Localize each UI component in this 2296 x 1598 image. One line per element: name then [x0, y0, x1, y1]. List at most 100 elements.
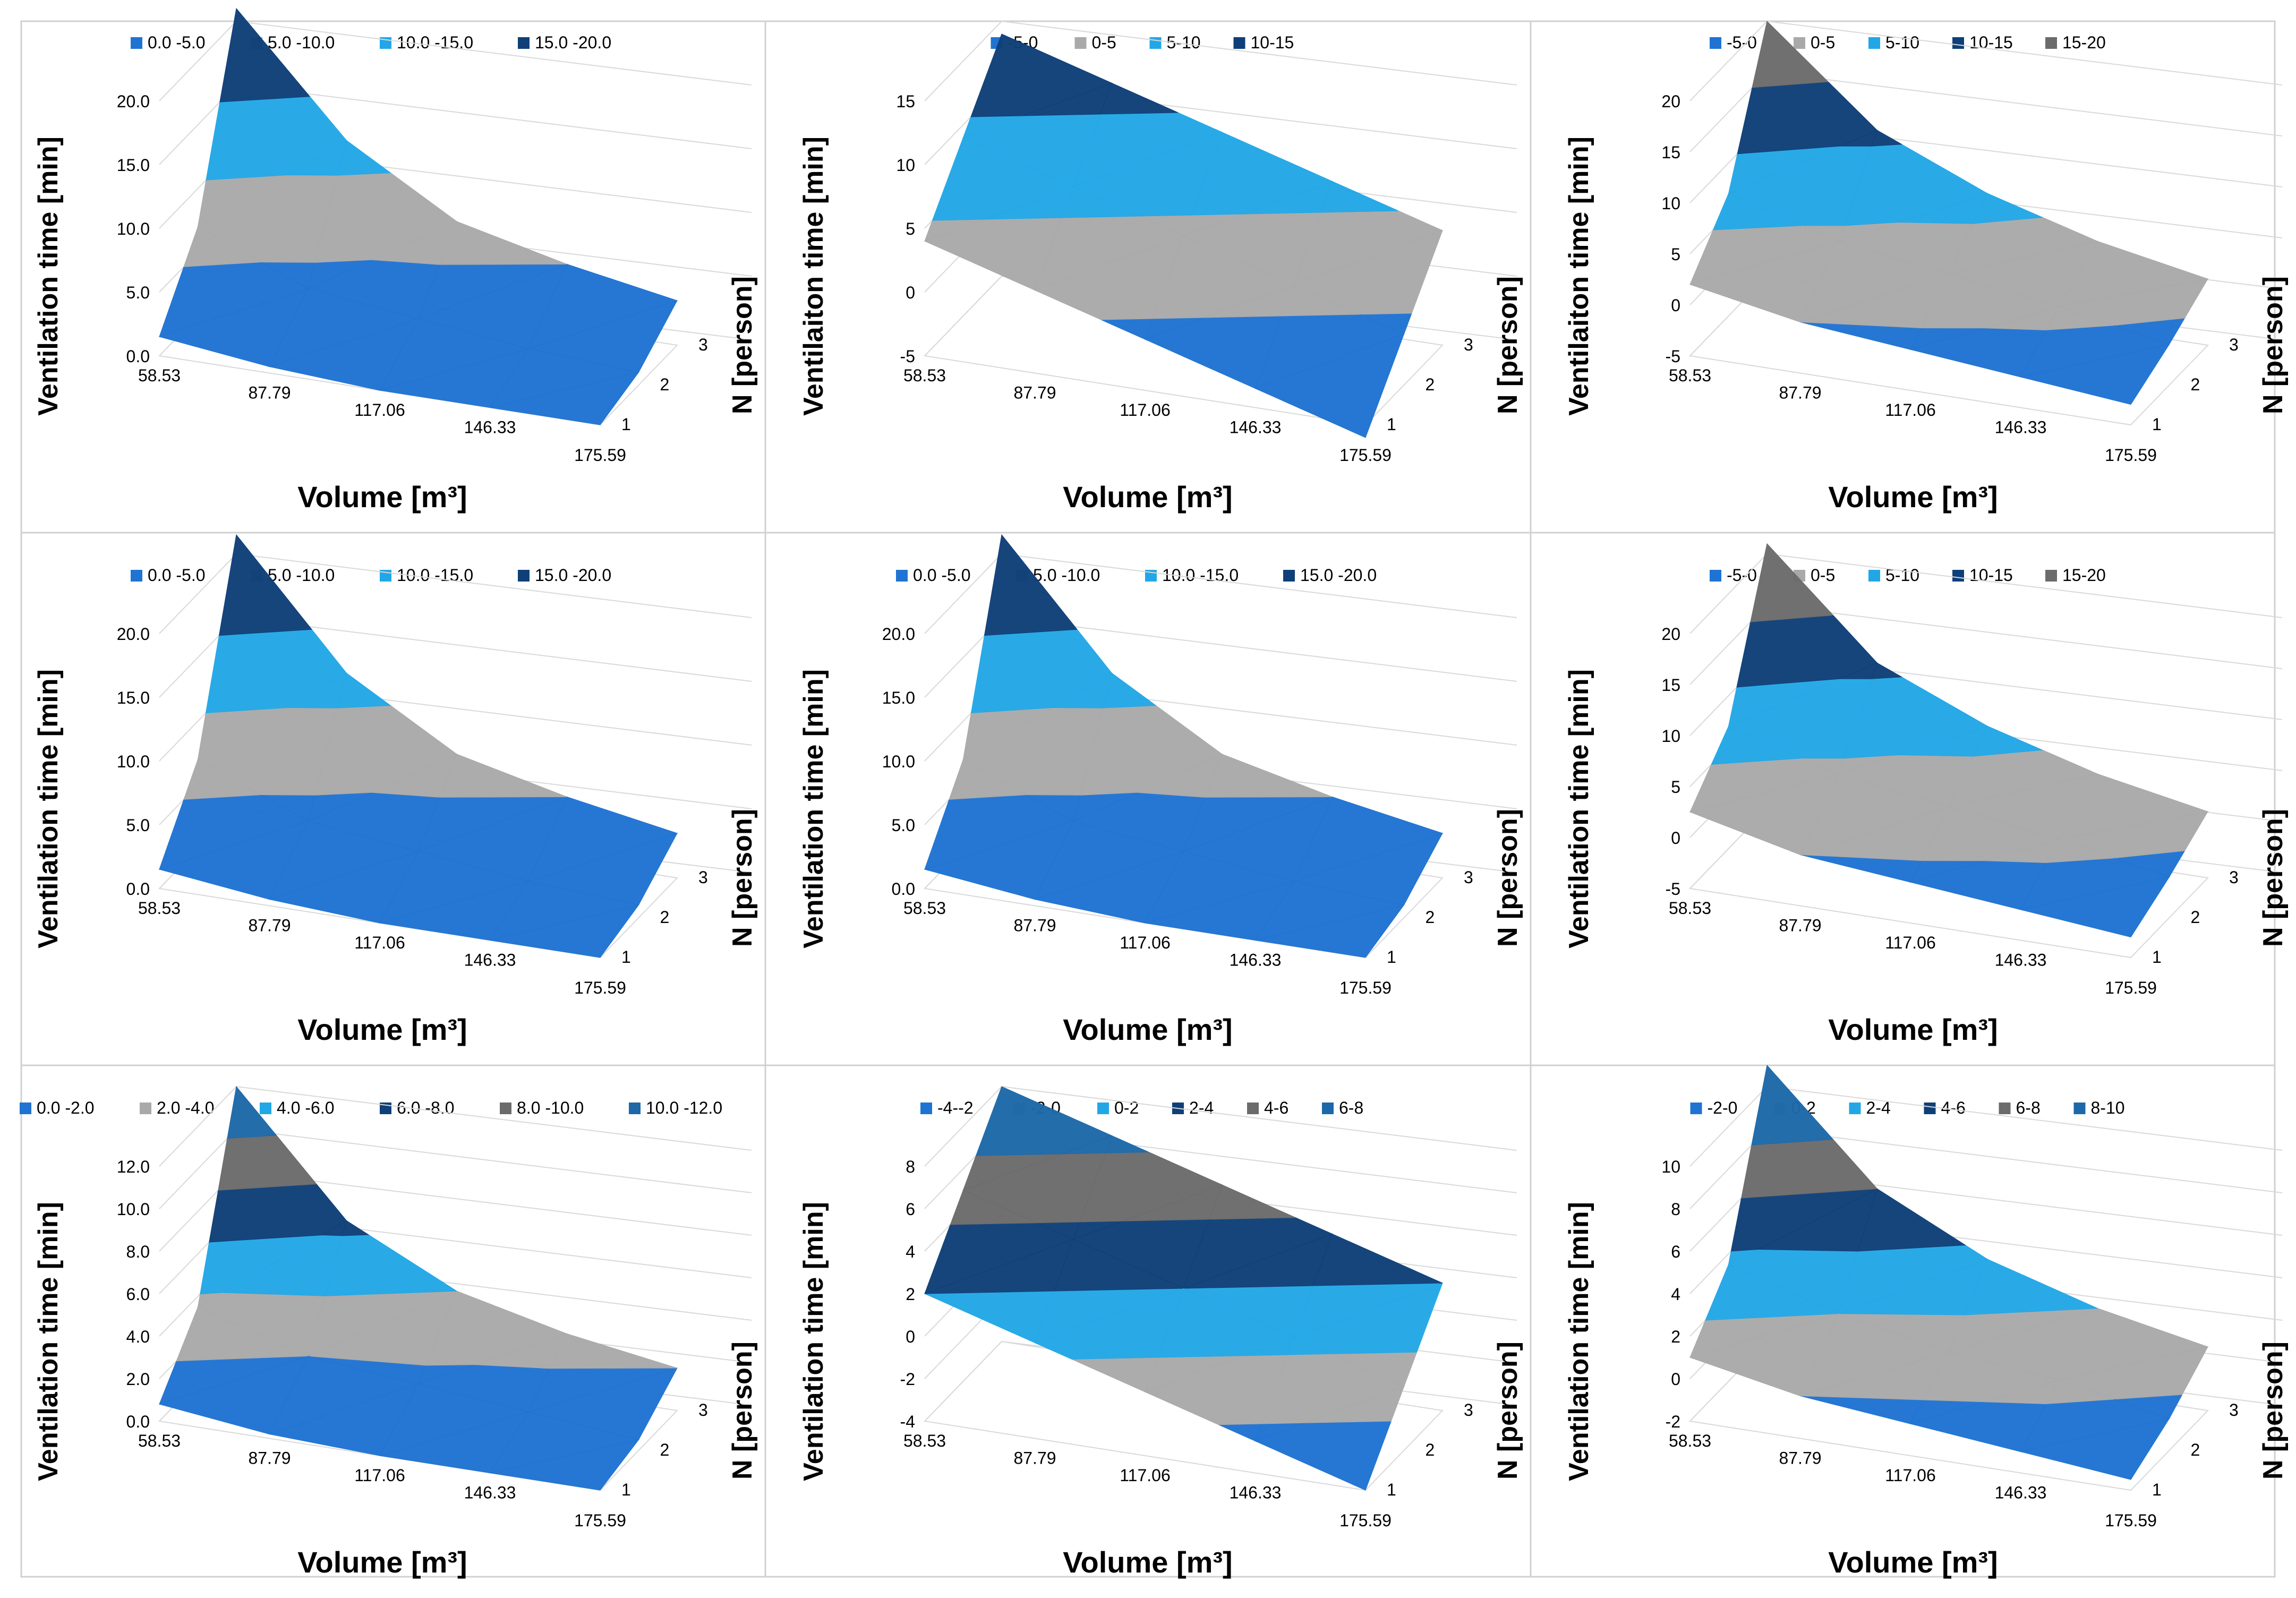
legend-swatch: [260, 1103, 271, 1114]
legend-item: 2.0 -4.0: [140, 1098, 215, 1117]
legend-swatch: [1868, 37, 1880, 49]
x-tick-label: 117.06: [1885, 1466, 1936, 1485]
z-axis-title: N [person]: [727, 1341, 758, 1480]
y-tick-label: 2: [906, 1285, 915, 1304]
depth-ticks: 1 2 3: [1387, 1400, 1473, 1499]
legend-label: 0.0 -5.0: [148, 566, 206, 585]
surface-facet: [342, 1220, 370, 1236]
surface-facet: [1750, 543, 1834, 622]
x-ticks: 58.53 87.79 117.06 146.33 175.59: [903, 366, 1392, 465]
x-tick-label: 58.53: [1669, 366, 1711, 385]
legend-item: 10-15: [1952, 33, 2013, 52]
x-ticks: 58.53 87.79 117.06 146.33 175.59: [1669, 366, 2157, 465]
legend-label: 5-10: [1885, 566, 1919, 585]
chart-6: -5-0 0-5 5-10 10-15 15-20 -5 0 5 10 15 20 58.53 87.7…: [1564, 543, 2289, 1046]
x-tick-label: 117.06: [1120, 1466, 1171, 1485]
legend-item: 5-10: [1868, 33, 1919, 52]
x-tick-label: 146.33: [1995, 951, 2047, 970]
depth-tick-label: 1: [621, 947, 631, 967]
y-ticks: 0.0 2.0 4.0 6.0 8.0 10.0 12.0: [117, 1157, 150, 1431]
legend-label: 4-6: [1941, 1098, 1966, 1117]
surface-facet: [379, 1383, 530, 1456]
x-tick-label: 58.53: [1669, 1431, 1711, 1450]
legend-item: 0.0 -5.0: [896, 566, 971, 585]
surface-facet: [1712, 193, 1802, 230]
legend-label: 5.0 -10.0: [268, 566, 335, 585]
x-tick-label: 175.59: [1339, 978, 1392, 997]
y-tick-label: 5: [1671, 777, 1680, 797]
legend-item: 0.0 -5.0: [131, 566, 206, 585]
gridline: [1001, 21, 1517, 86]
surface-facet: [1871, 662, 1903, 679]
legend-label: 8-10: [2091, 1098, 2125, 1117]
depth-ticks: 1 2 3: [1387, 335, 1473, 434]
x-ticks: 58.53 87.79 117.06 146.33 175.59: [1669, 899, 2157, 997]
surface-facet: [970, 33, 1113, 117]
y-tick-label: 0: [1671, 828, 1680, 848]
depth-tick-label: 2: [1426, 1440, 1435, 1459]
figure-border: [20, 20, 2276, 1578]
y-tick-label: 20.0: [882, 625, 915, 644]
surface-facet: [2045, 1379, 2114, 1405]
chart-1: 0.0 -5.0 5.0 -10.0 10.0 -15.0 15.0 -20.00.0…: [33, 7, 758, 514]
x-tick-label: 87.79: [1013, 383, 1056, 403]
surface-facet: [1921, 274, 2060, 329]
x-ticks: 58.53 87.79 117.06 146.33 175.59: [138, 366, 626, 465]
surface-facet: [337, 140, 391, 176]
legend-item: 15-20: [2045, 566, 2106, 585]
surface-facet: [549, 1333, 678, 1369]
legend-swatch: [1233, 37, 1245, 49]
legend-label: 15.0 -20.0: [1300, 566, 1377, 585]
z-axis-title: N [person]: [1492, 1341, 1523, 1480]
surface: [924, 534, 1444, 958]
y-axis-title: Ventilaiton time [min]: [798, 136, 829, 416]
gridline: [1766, 1086, 2283, 1151]
surface-facet: [1752, 21, 1829, 88]
x-tick-label: 146.33: [1995, 418, 2047, 437]
legend-swatch: [518, 37, 530, 49]
gridline: [924, 553, 1002, 634]
x-tick-label: 87.79: [1013, 916, 1056, 935]
y-tick-label: 0: [906, 1327, 915, 1346]
legend-item: 0.0 -5.0: [131, 33, 206, 52]
legend-item: 0-5: [1074, 33, 1116, 52]
y-ticks: -4 -2 0 2 4 6 8: [900, 1157, 915, 1431]
x-tick-label: 58.53: [138, 899, 181, 918]
surface-facet: [2045, 839, 2114, 864]
legend-swatch: [140, 1103, 151, 1114]
legend-item: 10-15: [1233, 33, 1294, 52]
surface-facet: [227, 1086, 277, 1139]
legend-label: 10-15: [1251, 33, 1294, 52]
gridline: [1001, 553, 1517, 618]
legend-swatch: [1097, 1103, 1109, 1114]
y-axis-title: Ventilation time [min]: [1564, 669, 1594, 948]
surface-facet: [218, 1135, 317, 1191]
legend-label: 10.0 -12.0: [646, 1098, 722, 1117]
x-tick-label: 87.79: [248, 383, 291, 403]
depth-ticks: 1 2 3: [2152, 335, 2239, 434]
x-ticks: 58.53 87.79 117.06 146.33 175.59: [1669, 1431, 2157, 1530]
chart-2: -5-0 0-5 5-10 10-15-505101558.5387.79117.06…: [798, 21, 1523, 514]
depth-ticks: 1 2 3: [2152, 868, 2239, 967]
legend-label: -5-0: [1727, 566, 1757, 585]
gridline: [159, 21, 237, 101]
gridline: [924, 1086, 1002, 1167]
legend-item: 8.0 -10.0: [500, 1098, 584, 1117]
surface-facet: [984, 534, 1078, 636]
gridline: [159, 1086, 237, 1167]
legend-swatch: [20, 1103, 31, 1114]
x-tick-label: 117.06: [1885, 400, 1936, 420]
gridline: [1689, 553, 1768, 634]
x-tick-label: 58.53: [138, 1431, 181, 1450]
legend-swatch: [2045, 37, 2057, 49]
legend-label: 5.0 -10.0: [268, 33, 335, 52]
chart-7: 0.0 -2.0 2.0 -4.0 4.0 -6.0 6.0 -8.0 8.0 -10.…: [20, 1086, 758, 1579]
x-tick-label: 87.79: [1013, 1449, 1056, 1468]
chart-9: -2-00-22-44-66-88-10-2024681058.5387.791…: [1564, 1064, 2289, 1579]
y-tick-label: 0: [906, 283, 915, 302]
y-axis-title: Ventilation time [min]: [798, 1202, 829, 1481]
floor-outline: [1688, 275, 2209, 426]
legend-swatch: [131, 570, 142, 582]
surface-facet: [1800, 1396, 1924, 1424]
surface-facet: [219, 7, 311, 102]
